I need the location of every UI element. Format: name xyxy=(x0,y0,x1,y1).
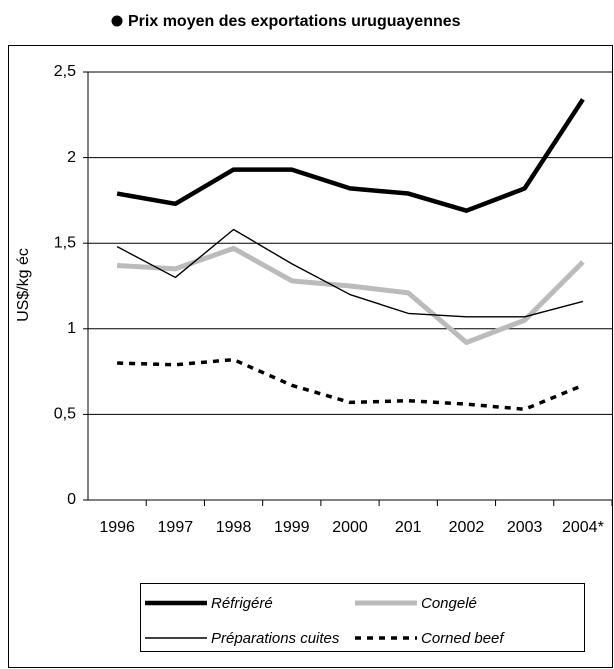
legend-box xyxy=(140,583,585,652)
y-tick-label: 2,5 xyxy=(54,63,76,80)
x-tick-label: 2002 xyxy=(449,519,485,536)
y-tick-label: 0 xyxy=(67,491,76,508)
x-tick-label: 201 xyxy=(395,519,422,536)
legend-label: Réfrigéré xyxy=(211,595,273,612)
legend-label: Corned beef xyxy=(421,630,505,647)
chart-frame xyxy=(8,45,613,668)
y-axis-label: US$/kg éc xyxy=(15,248,32,322)
series-line xyxy=(116,228,584,318)
x-tick-label: 1996 xyxy=(99,519,135,536)
legend-label: Préparations cuites xyxy=(211,630,340,647)
series-line xyxy=(116,98,585,213)
y-tick-label: 1 xyxy=(67,320,76,337)
x-tick-label: 1999 xyxy=(274,519,310,536)
chart-title: Prix moyen des exportations uruguayennes xyxy=(128,13,461,30)
y-tick-label: 0,5 xyxy=(54,406,76,423)
y-tick-label: 1,5 xyxy=(54,234,76,251)
y-tick-label: 2 xyxy=(67,149,76,166)
legend-label: Congelé xyxy=(421,595,477,612)
x-tick-label: 2004* xyxy=(562,519,604,536)
series-line xyxy=(117,357,584,412)
x-tick-label: 1998 xyxy=(216,519,252,536)
x-tick-label: 2000 xyxy=(332,519,368,536)
title-bullet xyxy=(111,15,123,27)
x-tick-label: 1997 xyxy=(158,519,194,536)
x-tick-label: 2003 xyxy=(507,519,543,536)
